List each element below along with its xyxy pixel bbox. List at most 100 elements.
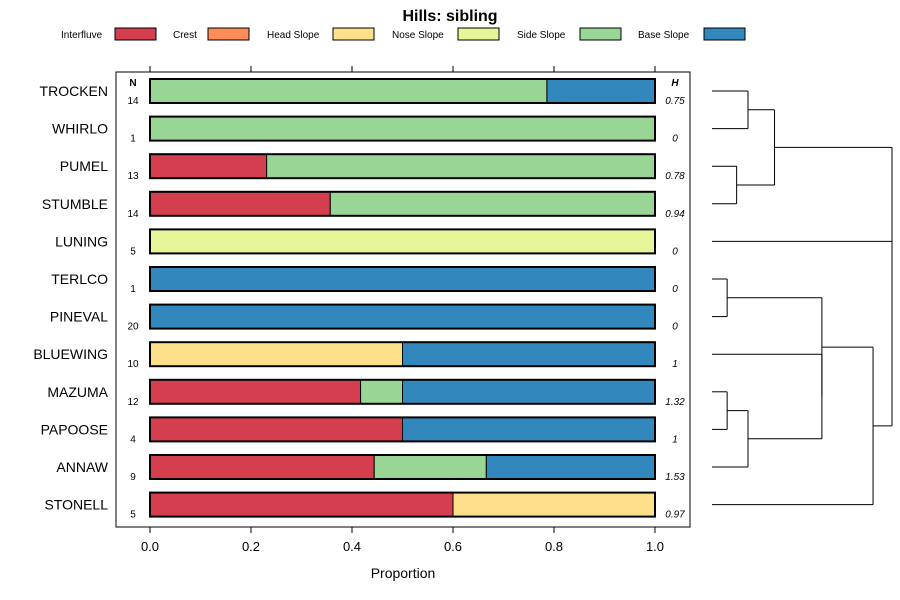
bar-outline (149, 190, 656, 217)
bar-segment-side-slope (149, 78, 548, 104)
bar-outline (149, 78, 656, 104)
h-value: 1.53 (665, 472, 685, 483)
legend-swatch-3 (457, 27, 500, 41)
row-label: ANNAW (56, 459, 108, 475)
row-label: MAZUMA (47, 384, 108, 400)
dendrogram (712, 90, 893, 506)
bar-segment-interfluve (149, 454, 375, 480)
n-value: 14 (127, 209, 139, 220)
n-value: 13 (127, 171, 139, 182)
h-value: 0.78 (665, 171, 685, 182)
row-trocken: TROCKEN 14 0.75 (40, 78, 685, 107)
legend-label-4: Side Slope (517, 30, 566, 41)
x-tick-label-3: 0.6 (444, 539, 462, 554)
bar-outline (149, 378, 656, 405)
h-value: 0 (672, 284, 678, 295)
x-tick-label-5: 1.0 (646, 539, 664, 554)
plot-panel (115, 71, 691, 528)
legend-label-0: Interfluve (61, 30, 103, 41)
legend-label-3: Nose Slope (392, 30, 444, 41)
bar-outline (149, 491, 656, 518)
n-value: 14 (127, 96, 139, 107)
bar-segment-interfluve (149, 492, 454, 518)
h-value: 0.94 (665, 209, 685, 220)
row-label: STONELL (44, 497, 108, 513)
h-value: 1 (672, 359, 678, 370)
legend-swatch-2 (332, 27, 375, 41)
row-terlco: TERLCO 1 0 (51, 266, 678, 295)
row-mazuma: MAZUMA 12 1.32 (47, 378, 685, 408)
legend-swatch-0 (114, 27, 157, 41)
bar-segment-base-slope (149, 266, 656, 292)
bar-outline (149, 153, 656, 180)
row-stonell: STONELL 5 0.97 (44, 491, 685, 521)
n-value: 5 (130, 246, 136, 257)
legend-swatch-4 (579, 27, 622, 41)
bar-outline (149, 228, 656, 255)
x-tick-label-4: 0.8 (545, 539, 563, 554)
x-tick-label-1: 0.2 (242, 539, 260, 554)
h-value: 0 (672, 322, 678, 333)
bar-segment-base-slope (402, 341, 656, 367)
bar-outline (149, 454, 656, 480)
bar-segment-side-slope (329, 191, 656, 217)
bar-segment-interfluve (149, 379, 362, 405)
row-papoose: PAPOOSE 4 1 (41, 416, 678, 445)
bar-segment-head-slope (149, 341, 403, 367)
legend-label-5: Base Slope (638, 30, 690, 41)
bar-segment-interfluve (149, 416, 403, 442)
row-luning: LUNING 5 0 (55, 228, 678, 257)
row-label: STUMBLE (42, 196, 108, 212)
chart-title: Hills: sibling (402, 8, 497, 25)
x-axis-title: Proportion (371, 565, 436, 581)
row-annaw: ANNAW 9 1.53 (56, 454, 685, 483)
legend: Interfluve Crest Head Slope Nose Slope Side … (61, 27, 746, 41)
top-axis-ticks (149, 66, 656, 72)
bar-segment-base-slope (485, 454, 656, 480)
row-pumel: PUMEL 13 0.78 (60, 153, 685, 182)
bar-outline (149, 416, 656, 443)
row-whirlo: WHIRLO 1 0 (52, 115, 678, 145)
row-label: PINEVAL (50, 309, 108, 325)
bar-segment-side-slope (149, 116, 656, 142)
h-value: 1 (672, 434, 678, 445)
bar-outline (149, 303, 656, 330)
h-value: 1.32 (665, 397, 685, 408)
n-value: 10 (127, 359, 139, 370)
bar-segment-base-slope (402, 379, 656, 405)
row-label: LUNING (55, 233, 108, 249)
x-axis: 0.0 0.2 0.4 0.6 0.8 1.0 (141, 527, 664, 554)
bar-segment-interfluve (149, 191, 331, 217)
legend-swatch-5 (703, 27, 746, 41)
n-value: 1 (130, 284, 136, 295)
bar-segment-base-slope (402, 416, 656, 442)
n-value: 5 (130, 510, 136, 521)
legend-swatch-1 (207, 27, 250, 41)
n-value: 4 (130, 434, 136, 445)
n-column-header: N (129, 78, 136, 89)
row-bluewing: BLUEWING 10 1 (33, 341, 678, 370)
bar-segment-base-slope (546, 78, 656, 104)
row-label: PUMEL (60, 158, 108, 174)
bar-segment-head-slope (452, 492, 656, 518)
bar-segment-side-slope (360, 379, 403, 405)
n-value: 9 (130, 472, 136, 483)
bar-segment-interfluve (149, 153, 268, 179)
row-stumble: STUMBLE 14 0.94 (42, 190, 685, 220)
x-tick-label-0: 0.0 (141, 539, 159, 554)
row-label: TROCKEN (40, 83, 108, 99)
bar-outline (149, 115, 656, 142)
h-column-header: H (671, 78, 679, 89)
bar-segment-side-slope (373, 454, 487, 480)
bar-outline (149, 341, 656, 368)
row-label: PAPOOSE (41, 421, 108, 437)
legend-label-1: Crest (173, 30, 197, 41)
bar-segment-nose-slope (149, 228, 656, 254)
row-label: WHIRLO (52, 121, 108, 137)
n-value: 1 (130, 134, 136, 145)
legend-label-2: Head Slope (267, 30, 320, 41)
h-value: 0.97 (665, 510, 685, 521)
row-label: TERLCO (51, 271, 108, 287)
